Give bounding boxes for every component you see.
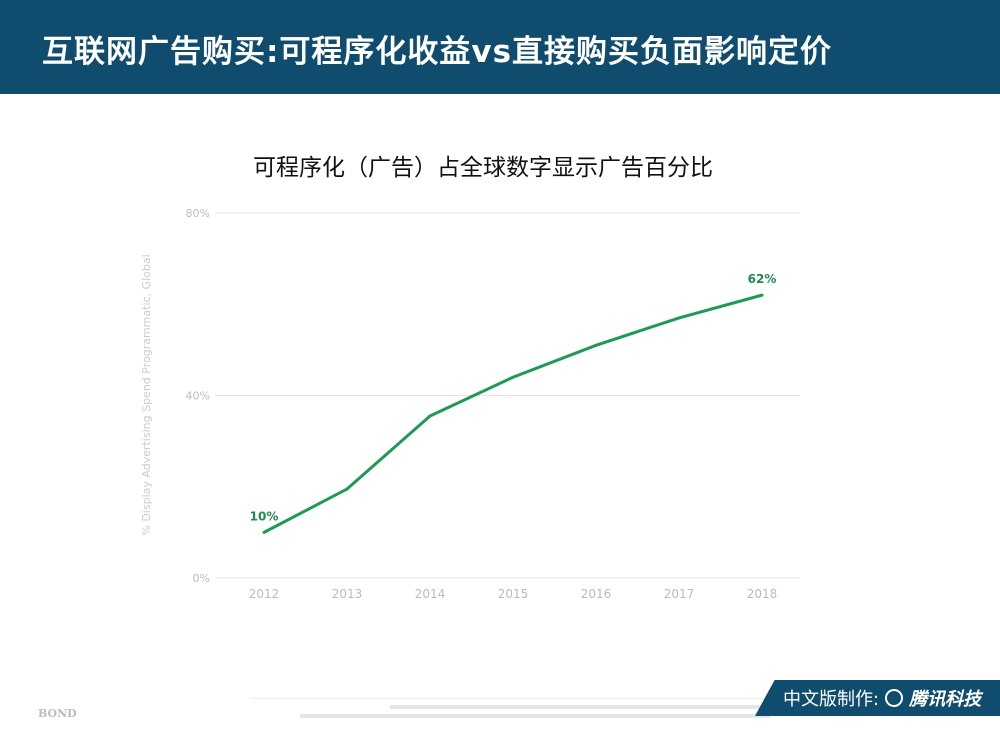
x-tick-label: 2013 — [332, 587, 363, 601]
tencent-logo-icon — [885, 689, 904, 707]
data-point — [511, 375, 515, 379]
y-axis-label: % Display Advertising Spend Programmatic… — [140, 254, 153, 535]
badge-label: 中文版制作: — [783, 689, 880, 710]
slide-title: 互联网广告购买:可程序化收益vs直接购买负面影响定价 — [42, 34, 833, 70]
data-label: 62% — [748, 272, 777, 286]
data-point — [428, 414, 432, 418]
y-tick-label: 40% — [186, 390, 210, 403]
data-point — [262, 530, 266, 534]
x-tick-label: 2012 — [249, 587, 280, 601]
badge-brand: 腾讯科技 — [909, 689, 982, 710]
source-note-line — [300, 714, 770, 718]
y-tick-label: 80% — [186, 207, 210, 220]
data-point — [345, 487, 349, 491]
tencent-badge: 中文版制作: 腾讯科技 — [755, 680, 1000, 716]
x-tick-label: 2017 — [664, 587, 695, 601]
source-note-line — [390, 705, 770, 709]
footer-divider — [250, 698, 810, 699]
x-tick-label: 2015 — [498, 587, 529, 601]
data-point — [594, 343, 598, 347]
slide-header: 互联网广告购买:可程序化收益vs直接购买负面影响定价 — [0, 0, 1000, 94]
y-tick-label: 0% — [193, 572, 210, 585]
data-label: 10% — [250, 509, 279, 523]
x-tick-label: 2018 — [747, 587, 778, 601]
x-tick-label: 2014 — [415, 587, 446, 601]
series-line — [263, 293, 763, 534]
x-tick-label: 2016 — [581, 587, 612, 601]
chart-title: 可程序化（广告）占全球数字显示广告百分比 — [253, 155, 713, 181]
data-point — [760, 293, 764, 297]
bond-logo: BOND — [38, 707, 77, 720]
data-point — [677, 316, 681, 320]
